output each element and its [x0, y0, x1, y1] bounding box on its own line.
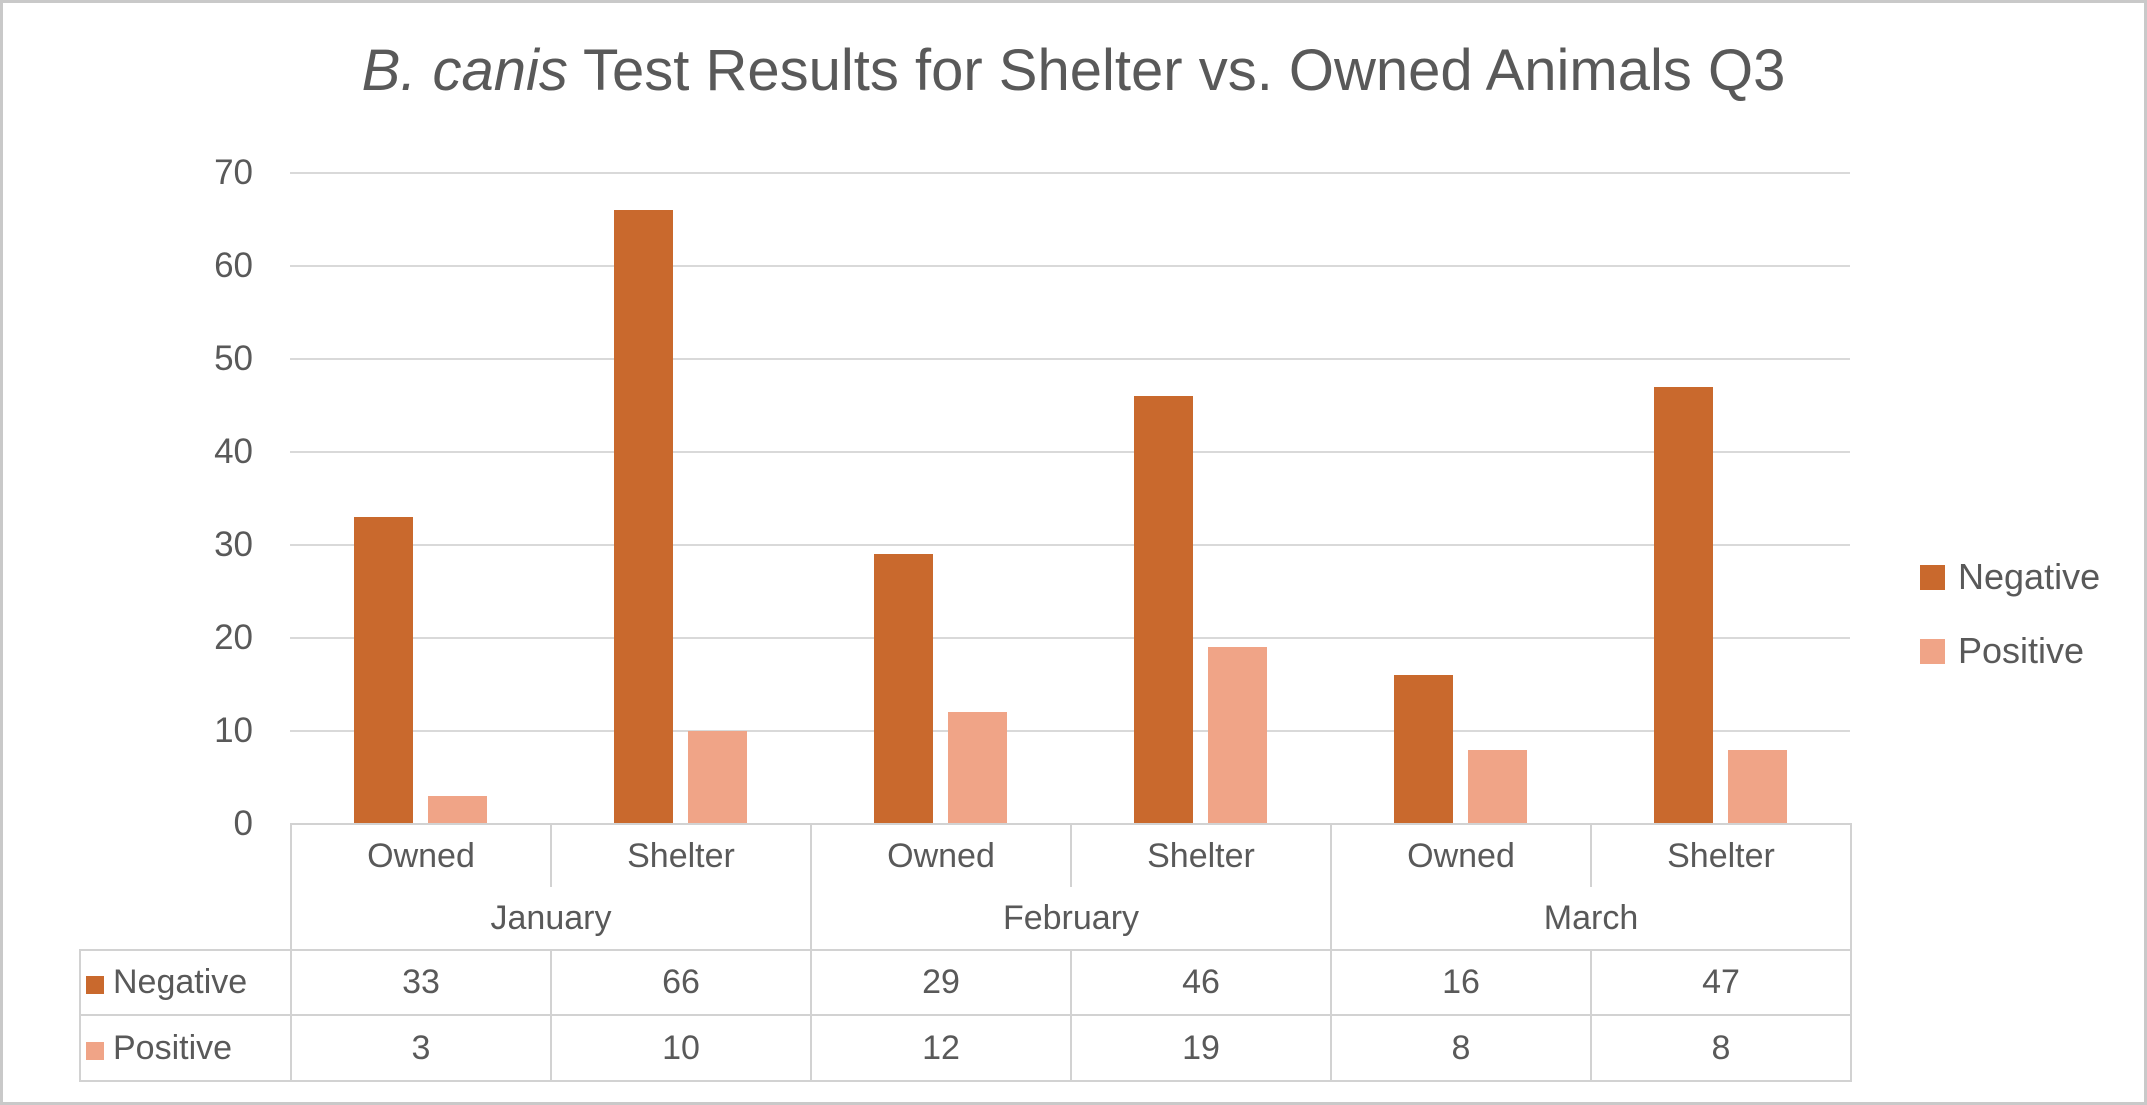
chart-title: B. canis Test Results for Shelter vs. Ow… [3, 35, 2144, 107]
gridline-y-20 [290, 637, 1850, 639]
table-value-positive-february-owned: 12 [810, 1014, 1072, 1082]
table-value-positive-january-owned: 3 [290, 1014, 552, 1082]
y-tick-label-40: 40 [214, 432, 253, 471]
table-value-negative-march-owned: 16 [1330, 949, 1592, 1016]
table-group-header-january: January [290, 887, 812, 951]
gridline-y-70 [290, 172, 1850, 174]
table-col-header-shelter-january: Shelter [550, 823, 812, 887]
table-col-header-shelter-march: Shelter [1590, 823, 1852, 887]
table-value-positive-march-shelter: 8 [1590, 1014, 1852, 1082]
legend-item-positive: Positive [1920, 626, 2100, 676]
bar-positive-march-shelter [1728, 750, 1787, 824]
table-col-header-owned-february: Owned [810, 823, 1072, 887]
bar-positive-february-shelter [1208, 647, 1267, 824]
legend-label-negative: Negative [1958, 556, 2101, 597]
chart-title-italic-part: B. canis [361, 38, 568, 103]
y-tick-label-0: 0 [233, 804, 253, 843]
bar-positive-february-owned [948, 712, 1007, 824]
table-col-header-owned-march: Owned [1330, 823, 1592, 887]
y-tick-label-20: 20 [214, 618, 253, 657]
gridline-y-30 [290, 544, 1850, 546]
chart-title-rest: Test Results for Shelter vs. Owned Anima… [567, 38, 1786, 103]
data-table: Owned Shelter Owned Shelter Owned Shelter Janu… [79, 823, 1852, 1082]
y-tick-label-30: 30 [214, 525, 253, 564]
table-value-negative-february-owned: 29 [810, 949, 1072, 1016]
y-tick-label-70: 70 [214, 153, 253, 192]
table-value-positive-february-shelter: 19 [1070, 1014, 1332, 1082]
table-row-label-negative: Negative [113, 963, 248, 1001]
table-key-swatch-positive [86, 1041, 104, 1060]
y-tick-label-10: 10 [214, 711, 253, 750]
bar-negative-march-shelter [1654, 387, 1713, 824]
legend-label-positive: Positive [1958, 630, 2085, 671]
legend-item-negative: Negative [1920, 552, 2100, 602]
table-value-positive-january-shelter: 10 [550, 1014, 812, 1082]
table-value-negative-march-shelter: 47 [1590, 949, 1852, 1016]
table-value-negative-january-shelter: 66 [550, 949, 812, 1016]
table-corner-blank-top [80, 824, 291, 887]
bar-positive-january-shelter [688, 731, 747, 824]
bar-negative-february-owned [874, 554, 933, 824]
y-tick-label-60: 60 [214, 246, 253, 285]
plot-area [290, 172, 1850, 824]
y-tick-label-50: 50 [214, 339, 253, 378]
table-value-negative-january-owned: 33 [290, 949, 552, 1016]
bar-negative-march-owned [1394, 675, 1453, 824]
gridline-y-40 [290, 451, 1850, 453]
legend-swatch-negative [1920, 564, 1945, 590]
table-value-positive-march-owned: 8 [1330, 1014, 1592, 1082]
table-col-header-shelter-february: Shelter [1070, 823, 1332, 887]
table-col-header-owned-january: Owned [290, 823, 552, 887]
bar-negative-january-owned [354, 517, 413, 824]
table-key-swatch-negative [86, 976, 104, 994]
table-group-header-february: February [810, 887, 1332, 951]
table-row-header-positive: Positive [79, 1014, 292, 1082]
legend: Negative Positive [1920, 552, 2100, 676]
gridline-y-50 [290, 358, 1850, 360]
table-row-label-positive: Positive [113, 1028, 233, 1067]
bar-positive-march-owned [1468, 750, 1527, 824]
legend-swatch-positive [1920, 638, 1945, 664]
bar-negative-february-shelter [1134, 396, 1193, 824]
gridline-y-10 [290, 730, 1850, 732]
gridline-y-60 [290, 265, 1850, 267]
table-group-header-march: March [1330, 887, 1852, 951]
table-corner-blank-bottom [80, 887, 291, 950]
table-value-negative-february-shelter: 46 [1070, 949, 1332, 1016]
table-row-header-negative: Negative [79, 949, 292, 1016]
bar-positive-january-owned [428, 796, 487, 824]
bar-negative-january-shelter [614, 210, 673, 824]
